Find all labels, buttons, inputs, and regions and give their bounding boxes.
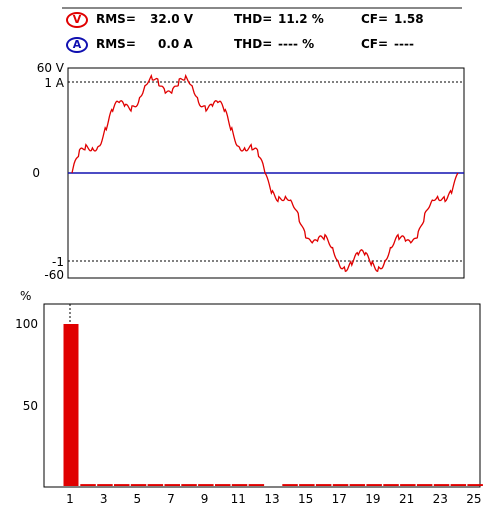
x-tick-label-17: 17 xyxy=(332,492,347,506)
harmonic-bar-23 xyxy=(433,484,450,486)
harmonic-bar-8 xyxy=(181,484,197,486)
harmonic-bar-7 xyxy=(164,484,180,486)
harmonic-bar-6 xyxy=(147,484,164,486)
x-tick-label-9: 9 xyxy=(201,492,209,506)
harmonic-bar-15 xyxy=(299,484,315,486)
x-tick-label-23: 23 xyxy=(433,492,448,506)
harmonic-bar-25 xyxy=(467,484,483,486)
current-rms-label: RMS= xyxy=(96,37,136,51)
harmonic-bar-10 xyxy=(215,484,231,486)
x-tick-label-5: 5 xyxy=(133,492,141,506)
current-rms-value: 0.0 A xyxy=(158,37,193,51)
y-label-bottom-voltage: -60 xyxy=(44,268,64,282)
harmonic-bar-3 xyxy=(97,484,113,486)
x-tick-label-19: 19 xyxy=(365,492,380,506)
voltage-channel-icon[interactable]: V xyxy=(66,12,88,28)
x-tick-label-21: 21 xyxy=(399,492,414,506)
current-cf-value: ---- xyxy=(394,37,414,51)
harmonic-bar-17 xyxy=(332,484,349,486)
harmonic-bar-11 xyxy=(231,484,248,486)
header-divider xyxy=(62,7,462,9)
harmonic-bar-21 xyxy=(400,484,416,486)
voltage-trace xyxy=(71,73,459,273)
y-label-top-voltage: 60 V xyxy=(37,61,65,75)
y-axis-unit-label: % xyxy=(20,289,31,303)
waveform-scope[interactable]: 60 V 1 A 0 -1 -60 xyxy=(0,0,484,290)
current-thd-value: ---- % xyxy=(278,37,315,51)
x-tick-label-7: 7 xyxy=(167,492,175,506)
x-tick-label-11: 11 xyxy=(231,492,246,506)
current-thd-label: THD= xyxy=(234,37,273,51)
y-tick-label-50: 50 xyxy=(23,399,38,413)
voltage-rms-value: 32.0 V xyxy=(150,12,194,26)
harmonic-bar-24 xyxy=(450,484,467,486)
x-tick-label-25: 25 xyxy=(466,492,481,506)
harmonic-bar-4 xyxy=(114,484,130,486)
harmonic-bar-16 xyxy=(315,484,332,486)
voltage-cf-value: 1.58 xyxy=(394,12,424,26)
voltage-thd-label: THD= xyxy=(234,12,273,26)
harmonic-bar-1 xyxy=(63,324,79,486)
voltage-rms-label: RMS= xyxy=(96,12,136,26)
x-tick-label-3: 3 xyxy=(100,492,108,506)
y-label-bottom-current: -1 xyxy=(52,255,64,269)
x-tick-label-13: 13 xyxy=(264,492,279,506)
x-tick-label-15: 15 xyxy=(298,492,313,506)
voltage-thd-value: 11.2 % xyxy=(278,12,324,26)
x-tick-label-1: 1 xyxy=(66,492,74,506)
harmonic-bar-5 xyxy=(130,484,147,486)
voltage-cf-label: CF= xyxy=(361,12,389,26)
harmonic-bar-12 xyxy=(248,484,265,486)
y-label-zero: 0 xyxy=(32,166,40,180)
harmonic-bar-14 xyxy=(282,484,298,486)
harmonic-bar-19 xyxy=(366,484,382,486)
harmonic-bars xyxy=(63,324,483,486)
harmonic-bar-20 xyxy=(383,484,399,486)
harmonic-plot-frame xyxy=(43,303,481,488)
y-tick-label-100: 100 xyxy=(15,317,38,331)
current-channel-icon[interactable]: A xyxy=(66,37,88,53)
harmonic-bar-18 xyxy=(349,484,366,486)
harmonic-bar-22 xyxy=(416,484,433,486)
current-cf-label: CF= xyxy=(361,37,389,51)
harmonic-bar-2 xyxy=(80,484,96,486)
y-label-top-current: 1 A xyxy=(44,76,64,90)
harmonic-bar-9 xyxy=(198,484,214,486)
x-tick-labels: 1 3 5 7 9 11 13 15 17 19 21 23 25 xyxy=(66,492,481,506)
